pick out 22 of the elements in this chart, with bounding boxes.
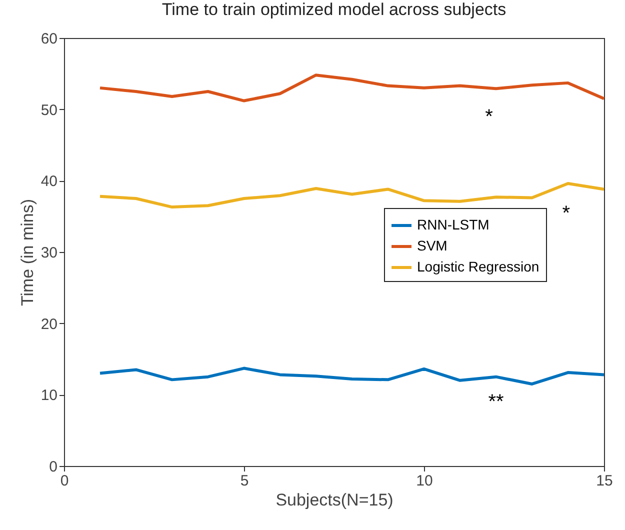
y-tick-label: 10 <box>40 387 58 404</box>
chart-title: Time to train optimized model across subjects <box>162 0 506 19</box>
x-tick-label: 15 <box>596 472 613 490</box>
line-series <box>98 366 606 386</box>
y-tick-label: 40 <box>40 173 58 190</box>
y-axis-title: Time (in mins) <box>18 198 37 306</box>
annotation: ** <box>488 390 504 413</box>
y-tick-label: 20 <box>40 316 58 333</box>
x-tick-label: 5 <box>240 472 249 490</box>
annotation: * <box>562 202 570 224</box>
y-tick-label: 50 <box>40 102 58 119</box>
x-tick-label: 10 <box>416 472 433 490</box>
x-axis-title: Subjects(N=15) <box>276 490 394 510</box>
legend-label: SVM <box>417 238 448 254</box>
legend-label: Logistic Regression <box>417 258 540 274</box>
x-tick-label: 0 <box>60 472 69 490</box>
y-tick-label: 30 <box>40 244 58 262</box>
legend-label: RNN-LSTM <box>417 216 490 232</box>
annotation: * <box>485 106 494 128</box>
line-series <box>98 74 606 102</box>
y-tick-label: 0 <box>49 458 58 476</box>
y-tick-label: 60 <box>40 30 58 48</box>
